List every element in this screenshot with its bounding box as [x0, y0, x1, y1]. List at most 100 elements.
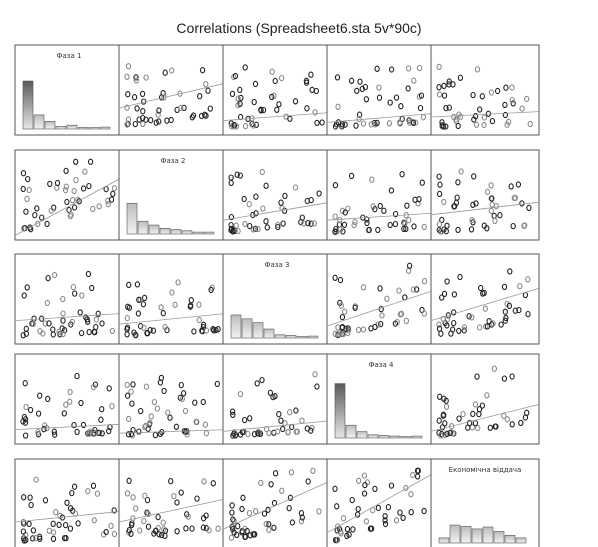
data-point [436, 63, 442, 71]
data-point [152, 431, 159, 439]
data-point [332, 213, 338, 220]
data-point [506, 302, 513, 309]
data-point [45, 274, 51, 282]
data-point [477, 106, 483, 113]
data-point [491, 365, 498, 372]
data-point [133, 74, 139, 81]
data-point [349, 496, 355, 504]
data-point [254, 380, 260, 387]
data-point [164, 117, 170, 124]
data-point [134, 281, 141, 288]
data-point [388, 187, 395, 194]
data-point [189, 525, 195, 532]
regression-line [326, 289, 436, 327]
data-point [158, 304, 164, 311]
panel-r2-c5 [430, 149, 540, 241]
data-point [161, 387, 167, 395]
histogram-bar [181, 230, 193, 235]
data-point [72, 290, 78, 297]
data-point [141, 517, 147, 525]
panel-r2-c1 [14, 149, 124, 241]
data-point [230, 516, 236, 523]
data-point [441, 82, 447, 90]
data-point [488, 89, 495, 96]
panel-frame [14, 253, 124, 345]
data-point [126, 281, 132, 289]
data-point [382, 517, 388, 524]
data-point [308, 196, 314, 204]
data-point [108, 522, 114, 530]
data-point [455, 179, 461, 186]
data-point [244, 527, 250, 535]
data-point [74, 428, 80, 436]
data-point [183, 525, 189, 532]
data-point [140, 108, 146, 115]
data-point [274, 428, 281, 435]
data-point [363, 518, 370, 525]
data-point [142, 423, 148, 431]
regression-line [326, 212, 436, 221]
data-point [235, 227, 241, 235]
histogram-bar [504, 535, 516, 544]
data-point [416, 64, 423, 72]
data-point [175, 279, 181, 286]
data-point [385, 504, 392, 511]
data-point [308, 427, 314, 434]
data-point [404, 202, 410, 209]
data-point [339, 207, 346, 214]
chart-title: Correlations (Spreadsheet6.sta 5v*90c) [176, 20, 422, 36]
data-point [157, 379, 164, 386]
data-point [93, 323, 99, 331]
histogram-bar [66, 124, 78, 130]
data-point [263, 520, 269, 528]
data-point [314, 119, 320, 127]
data-point [339, 123, 345, 130]
data-point [470, 201, 476, 208]
data-point [522, 222, 528, 229]
data-point [239, 505, 245, 513]
data-point [46, 320, 52, 327]
data-point [63, 401, 69, 408]
data-point [361, 490, 368, 497]
data-point [184, 431, 190, 438]
data-point [131, 94, 138, 101]
panel-frame [430, 353, 540, 445]
data-point [501, 283, 508, 291]
data-point [246, 201, 252, 208]
panel-r3-c3: Фаза 3 [222, 253, 332, 345]
panel-r5-c3 [222, 458, 332, 547]
data-point [82, 168, 88, 175]
data-point [92, 430, 98, 437]
data-point [436, 173, 442, 180]
data-point [40, 330, 46, 337]
data-point [418, 92, 425, 99]
data-point [519, 200, 525, 207]
data-point [482, 305, 488, 312]
data-point [60, 295, 66, 303]
data-point [393, 517, 400, 524]
data-point [86, 328, 92, 336]
data-point [228, 213, 235, 221]
data-point [47, 180, 53, 188]
data-point [376, 94, 383, 101]
data-point [481, 121, 487, 129]
data-point [445, 312, 451, 319]
data-point [414, 467, 421, 474]
data-point [201, 478, 207, 485]
histogram-bar [438, 537, 450, 544]
panel-r5-c2 [118, 458, 228, 547]
data-point [22, 432, 29, 439]
data-point [229, 509, 235, 516]
data-point [69, 197, 76, 204]
histogram-bar [493, 531, 505, 544]
data-point [411, 77, 417, 84]
data-point [421, 223, 427, 231]
data-point [469, 314, 475, 321]
data-point [205, 87, 211, 94]
data-point [263, 182, 269, 189]
data-point [21, 292, 27, 299]
data-point [30, 320, 36, 328]
data-point [412, 119, 419, 126]
data-point [409, 471, 416, 479]
data-point [337, 226, 344, 233]
